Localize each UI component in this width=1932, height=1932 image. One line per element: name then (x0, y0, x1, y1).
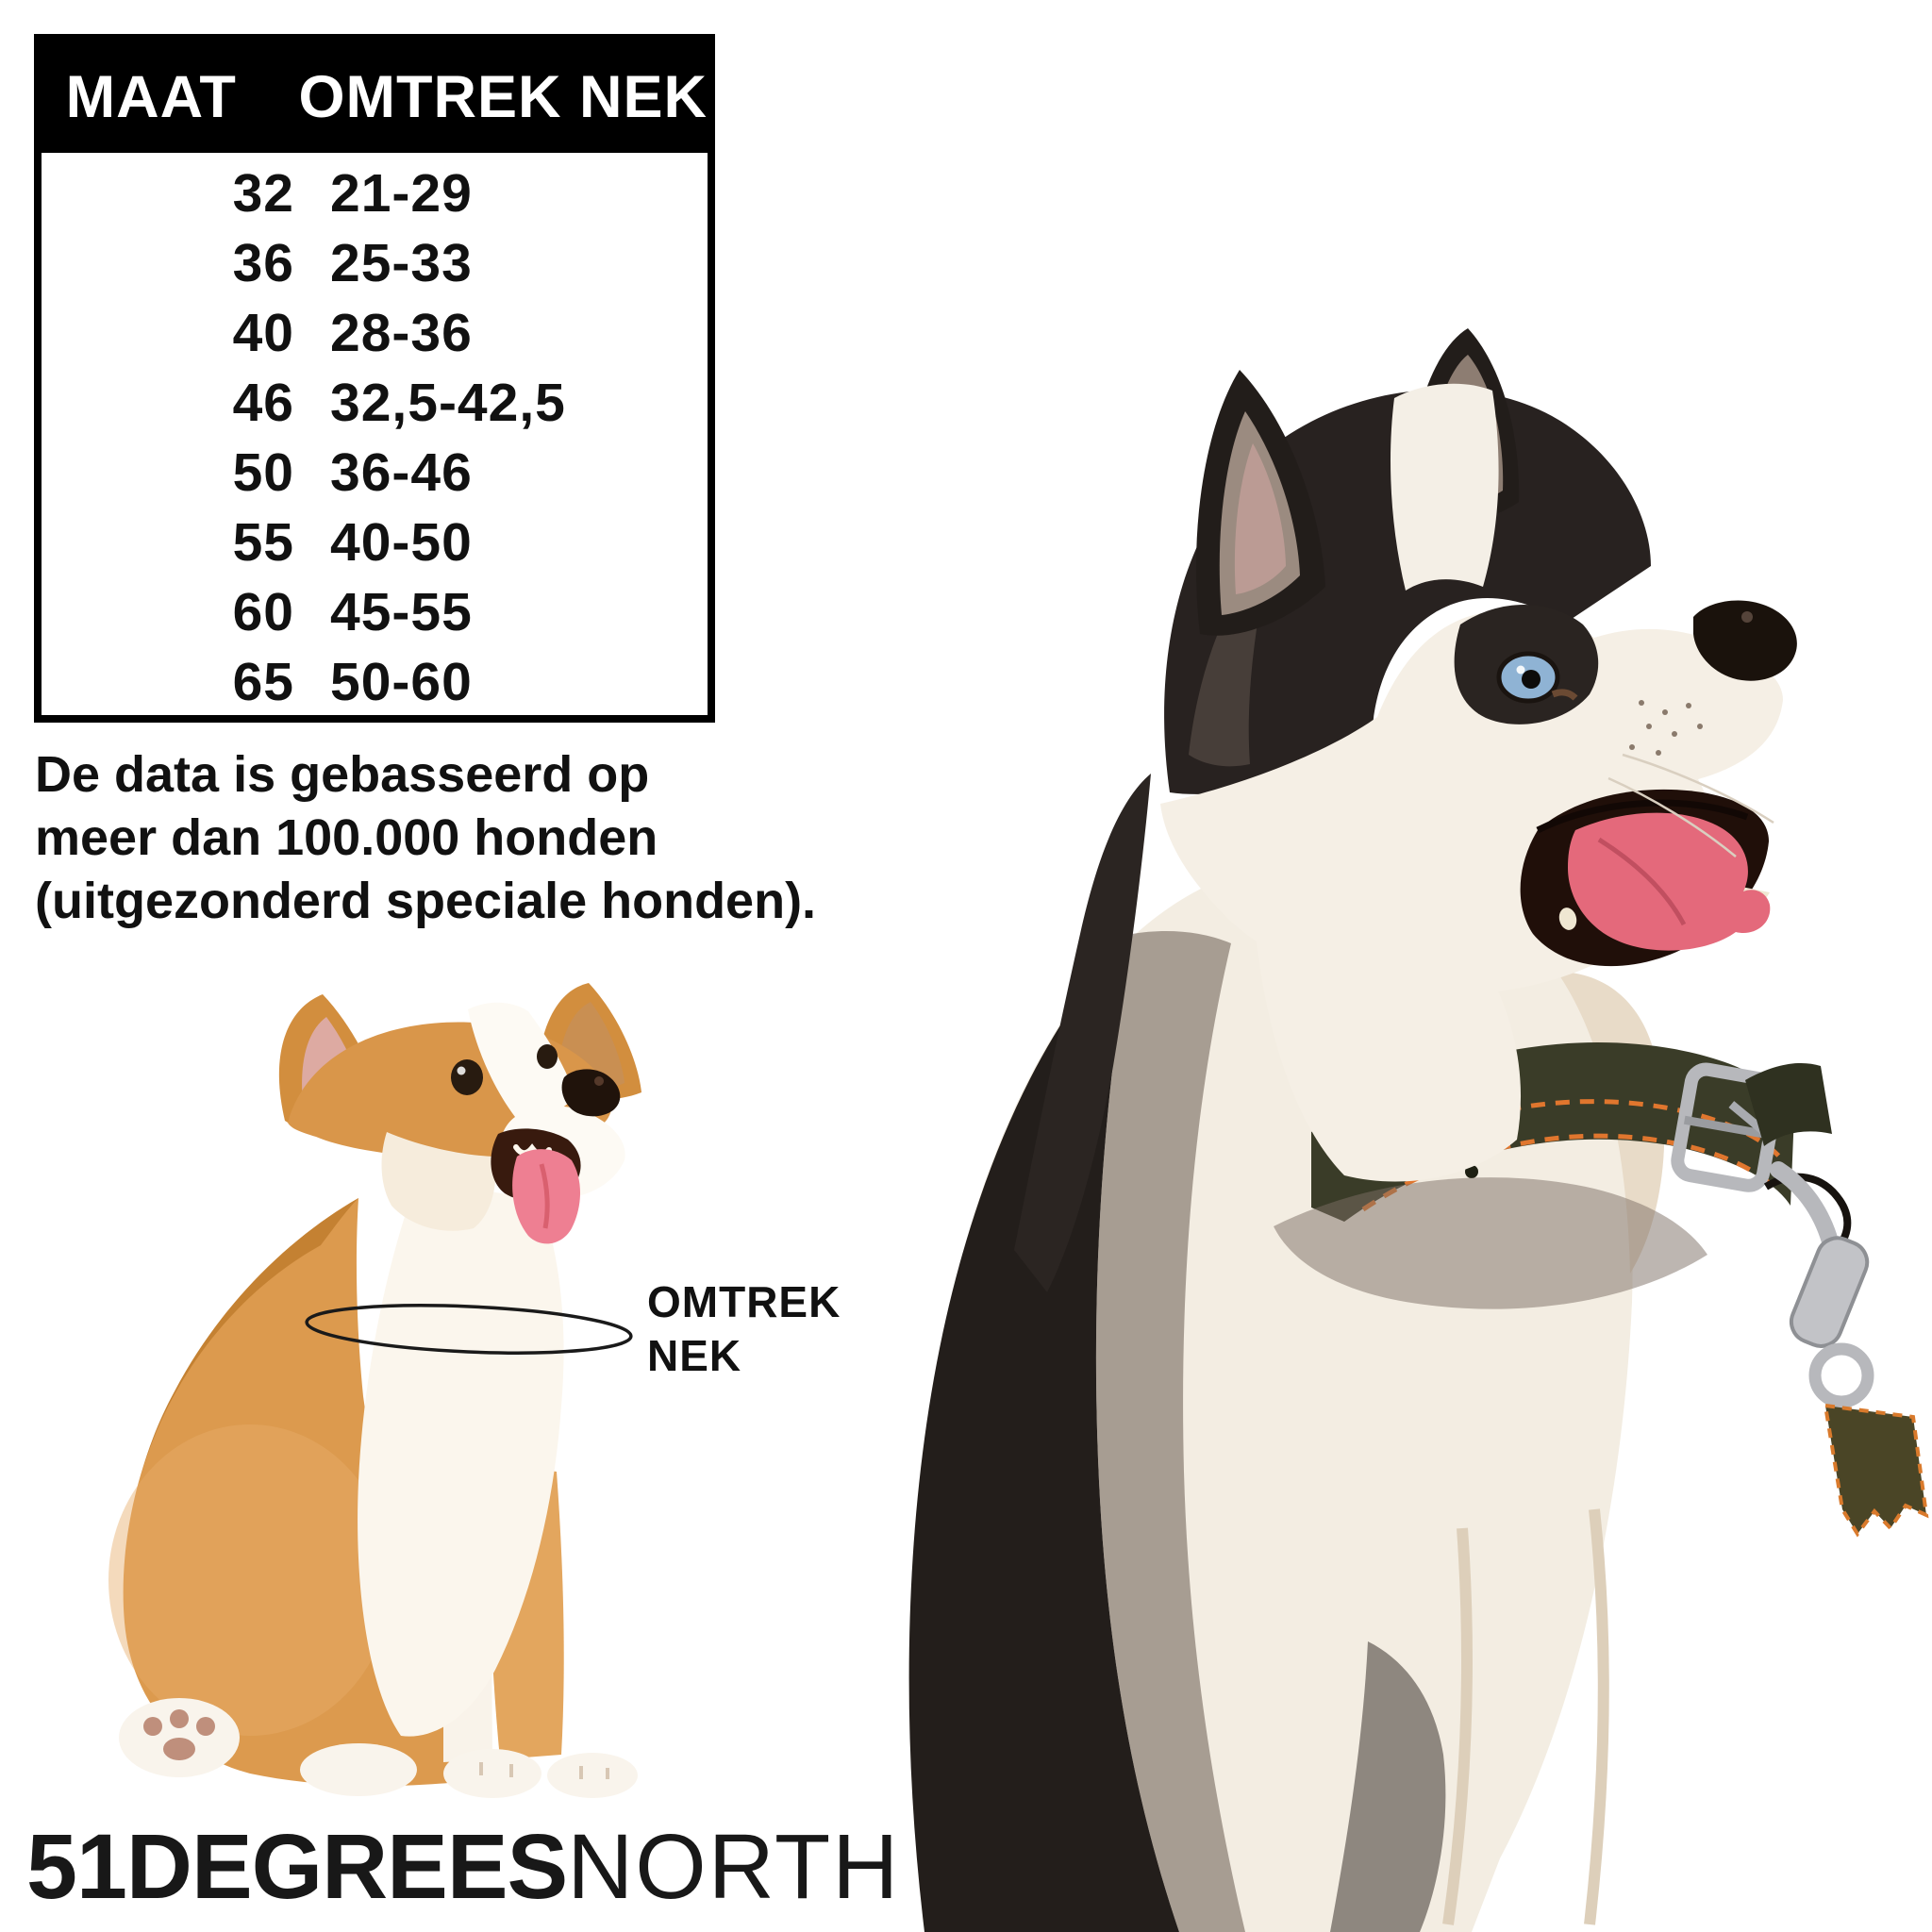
corgi-nose (561, 1069, 621, 1117)
note-line-2: meer dan 100.000 honden (35, 809, 658, 866)
corgi-photo (108, 983, 641, 1798)
corgi-right-eye (537, 1044, 558, 1069)
size-cell: 40 (232, 303, 294, 363)
husky-flank (908, 934, 1179, 1932)
size-cell: 55 (232, 512, 294, 573)
brand-logo: 51DEGREESNORTH (26, 1821, 900, 1912)
range-cell: 21-29 (330, 163, 473, 224)
table-row: 32 21-29 (42, 158, 708, 228)
corgi-left-eye (451, 1059, 483, 1095)
table-row: 40 28-36 (42, 298, 708, 368)
range-cell: 28-36 (330, 303, 473, 363)
logo-light-part: NORTH (567, 1815, 901, 1918)
table-row: 46 32,5-42,5 (42, 368, 708, 438)
table-row: 60 45-55 (42, 577, 708, 647)
collar-tag (1823, 1403, 1929, 1538)
neck-label: OMTREK NEK (647, 1275, 841, 1383)
size-table-header: MAAT OMTREK NEK (42, 42, 708, 153)
neck-label-line-2: NEK (647, 1331, 742, 1380)
husky-blaze (1391, 383, 1499, 591)
size-table-body: 32 21-29 36 25-33 40 28-36 46 32,5-42,5 … (42, 153, 708, 717)
range-cell: 36-46 (330, 442, 473, 503)
note-line-1: De data is gebasseerd op (35, 746, 650, 803)
size-cell: 32 (232, 163, 294, 224)
corgi-front-paw (443, 1749, 541, 1798)
neck-label-line-1: OMTREK (647, 1277, 841, 1326)
col-header-omtrek-nek: OMTREK NEK (298, 64, 708, 130)
note-line-3: (uitgezonderd speciale honden). (35, 873, 817, 929)
husky-tongue (1568, 812, 1771, 951)
size-cell: 46 (232, 373, 294, 433)
husky-nose (1693, 600, 1797, 681)
range-cell: 40-50 (330, 512, 473, 573)
range-cell: 25-33 (330, 233, 473, 293)
corgi-blaze (468, 1002, 575, 1119)
size-cell: 36 (232, 233, 294, 293)
range-cell: 45-55 (330, 582, 473, 642)
table-row: 50 36-46 (42, 438, 708, 508)
data-note: De data is gebasseerd op meer dan 100.00… (35, 743, 978, 933)
range-cell: 50-60 (330, 652, 473, 712)
table-row: 55 40-50 (42, 508, 708, 577)
snap-hook (1770, 1161, 1839, 1250)
table-row: 36 25-33 (42, 228, 708, 298)
range-cell: 32,5-42,5 (330, 373, 566, 433)
size-table: MAAT OMTREK NEK 32 21-29 36 25-33 40 28-… (34, 34, 715, 723)
husky-photo (908, 328, 1929, 1932)
size-cell: 65 (232, 652, 294, 712)
col-header-maat: MAAT (65, 64, 237, 130)
logo-bold-part: 51DEGREES (26, 1815, 568, 1918)
size-cell: 50 (232, 442, 294, 503)
table-row: 65 50-60 (42, 647, 708, 717)
size-cell: 60 (232, 582, 294, 642)
